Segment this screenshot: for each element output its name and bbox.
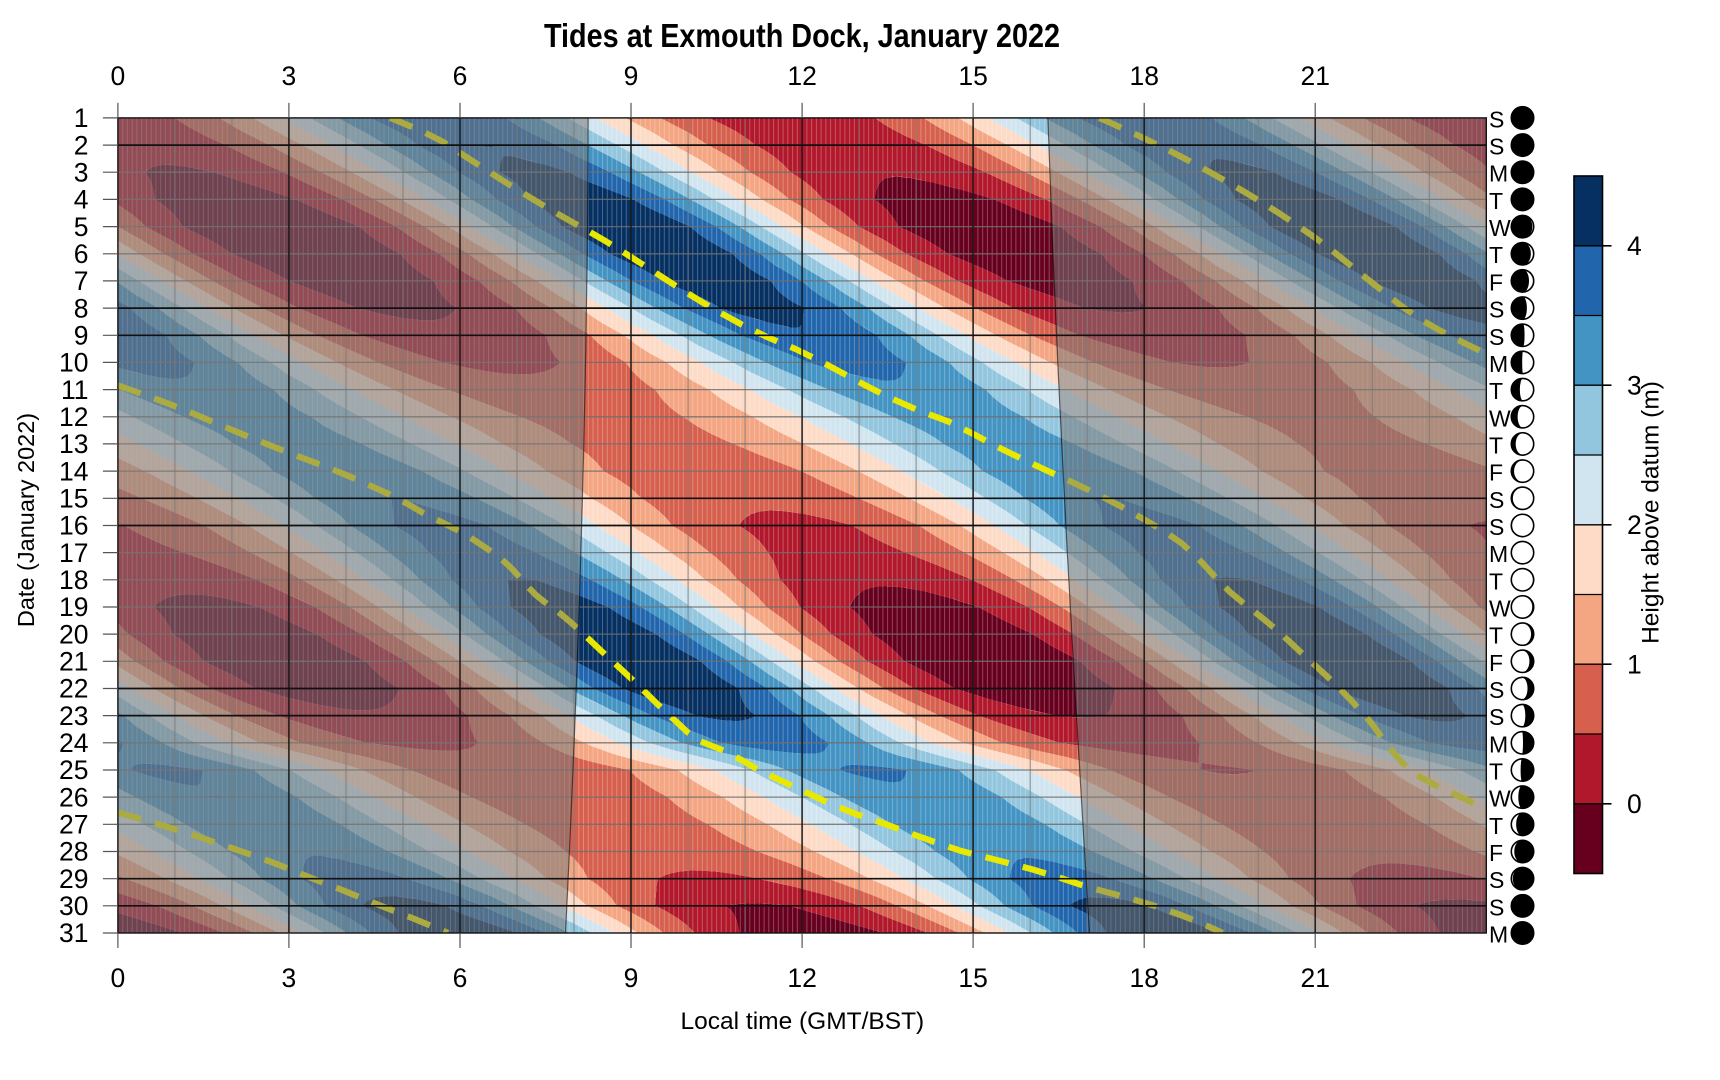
svg-text:1: 1 (1627, 650, 1642, 680)
svg-text:T: T (1489, 242, 1503, 268)
svg-text:S: S (1489, 894, 1504, 920)
svg-text:5: 5 (74, 212, 89, 242)
svg-text:21: 21 (1300, 963, 1329, 993)
svg-text:S: S (1489, 487, 1504, 513)
svg-text:14: 14 (59, 456, 88, 486)
svg-text:6: 6 (453, 61, 468, 91)
svg-text:T: T (1489, 623, 1503, 649)
svg-text:M: M (1489, 161, 1508, 187)
svg-text:30: 30 (59, 891, 88, 921)
svg-text:9: 9 (74, 321, 89, 351)
svg-text:26: 26 (59, 782, 88, 812)
svg-text:S: S (1489, 867, 1504, 893)
svg-text:W: W (1489, 786, 1511, 812)
svg-text:12: 12 (59, 402, 88, 432)
svg-text:25: 25 (59, 755, 88, 785)
svg-text:T: T (1489, 378, 1503, 404)
svg-text:2: 2 (74, 130, 89, 160)
svg-text:15: 15 (958, 963, 987, 993)
svg-text:18: 18 (59, 565, 88, 595)
svg-text:Local time (GMT/BST): Local time (GMT/BST) (681, 1008, 925, 1035)
svg-text:15: 15 (958, 61, 987, 91)
svg-text:Date (January 2022): Date (January 2022) (13, 413, 39, 627)
svg-text:12: 12 (787, 963, 816, 993)
svg-text:28: 28 (59, 837, 88, 867)
svg-text:4: 4 (74, 185, 89, 215)
svg-text:23: 23 (59, 701, 88, 731)
svg-text:W: W (1489, 215, 1511, 241)
svg-text:13: 13 (59, 429, 88, 459)
svg-text:31: 31 (59, 918, 88, 948)
svg-text:10: 10 (59, 348, 88, 378)
svg-text:S: S (1489, 324, 1504, 350)
svg-text:0: 0 (111, 61, 126, 91)
svg-text:T: T (1489, 759, 1503, 785)
svg-text:F: F (1489, 650, 1503, 676)
svg-text:20: 20 (59, 619, 88, 649)
svg-text:6: 6 (74, 239, 89, 269)
svg-text:8: 8 (74, 293, 89, 323)
svg-text:3: 3 (74, 157, 89, 187)
svg-text:T: T (1489, 188, 1503, 214)
svg-text:3: 3 (282, 61, 297, 91)
svg-text:15: 15 (59, 484, 88, 514)
svg-text:9: 9 (624, 61, 639, 91)
svg-text:F: F (1489, 460, 1503, 486)
svg-text:W: W (1489, 405, 1511, 431)
svg-text:0: 0 (111, 963, 126, 993)
svg-text:21: 21 (59, 647, 88, 677)
svg-text:6: 6 (453, 963, 468, 993)
svg-text:2: 2 (1627, 510, 1642, 540)
svg-text:9: 9 (624, 963, 639, 993)
svg-text:W: W (1489, 596, 1511, 622)
svg-text:T: T (1489, 432, 1503, 458)
svg-text:S: S (1489, 514, 1504, 540)
svg-text:29: 29 (59, 864, 88, 894)
svg-text:21: 21 (1300, 61, 1329, 91)
svg-text:27: 27 (59, 810, 88, 840)
svg-text:18: 18 (1129, 963, 1158, 993)
svg-text:M: M (1489, 351, 1508, 377)
svg-text:T: T (1489, 813, 1503, 839)
svg-text:M: M (1489, 541, 1508, 567)
svg-text:16: 16 (59, 511, 88, 541)
svg-text:3: 3 (1627, 370, 1642, 400)
svg-text:17: 17 (59, 538, 88, 568)
svg-text:S: S (1489, 134, 1504, 160)
svg-text:19: 19 (59, 592, 88, 622)
svg-text:F: F (1489, 840, 1503, 866)
svg-text:M: M (1489, 731, 1508, 757)
svg-text:0: 0 (1627, 789, 1642, 819)
svg-text:Tides at Exmouth Dock, January: Tides at Exmouth Dock, January 2022 (544, 17, 1060, 54)
svg-text:M: M (1489, 922, 1508, 948)
svg-text:11: 11 (61, 375, 89, 405)
svg-text:7: 7 (74, 266, 89, 296)
svg-text:S: S (1489, 297, 1504, 323)
svg-text:F: F (1489, 269, 1503, 295)
svg-text:18: 18 (1129, 61, 1158, 91)
svg-text:3: 3 (282, 963, 297, 993)
svg-text:S: S (1489, 106, 1504, 132)
svg-text:24: 24 (59, 728, 88, 758)
svg-text:12: 12 (787, 61, 816, 91)
svg-text:Height above datum (m): Height above datum (m) (1638, 381, 1665, 644)
svg-text:22: 22 (59, 674, 88, 704)
svg-text:S: S (1489, 677, 1504, 703)
svg-text:S: S (1489, 704, 1504, 730)
svg-text:T: T (1489, 568, 1503, 594)
svg-text:1: 1 (74, 103, 89, 133)
svg-text:4: 4 (1627, 231, 1642, 261)
